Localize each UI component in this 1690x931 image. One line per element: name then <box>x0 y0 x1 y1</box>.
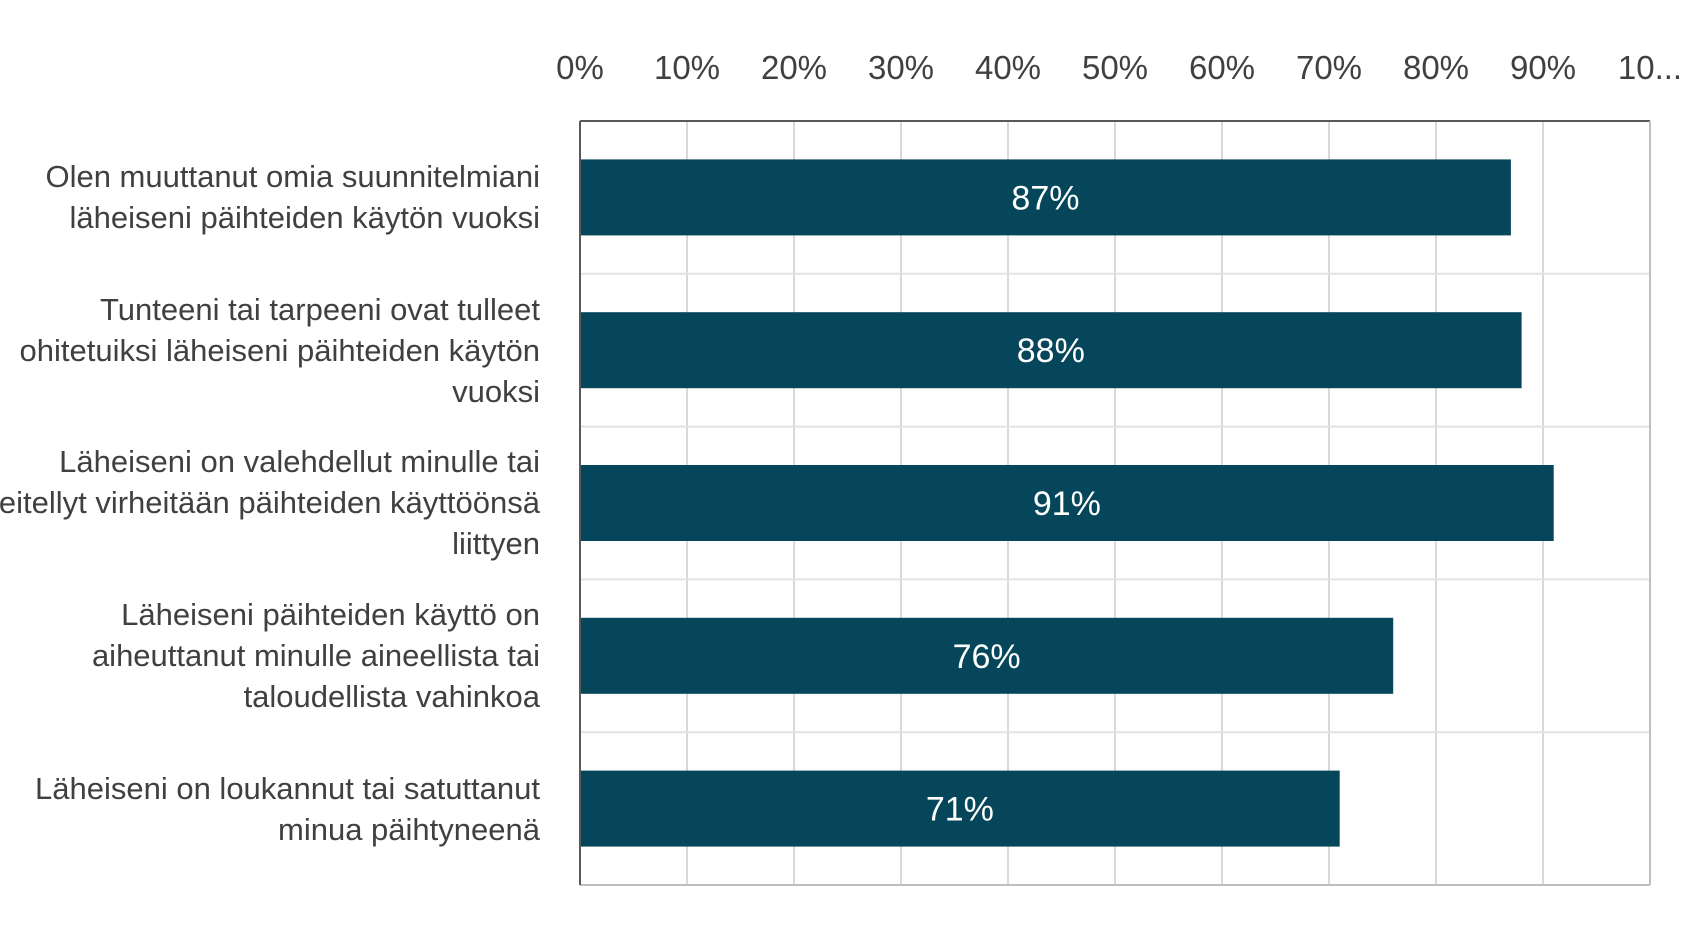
data-label: 76% <box>953 638 1021 676</box>
x-tick-label: 0% <box>556 49 604 86</box>
x-tick-label: 10... <box>1618 49 1682 86</box>
x-tick-label: 40% <box>975 49 1041 86</box>
x-tick-label: 50% <box>1082 49 1148 86</box>
data-label: 87% <box>1011 179 1079 217</box>
bar <box>581 465 1554 541</box>
data-label: 71% <box>926 791 994 829</box>
x-tick-label: 80% <box>1403 49 1469 86</box>
data-label: 91% <box>1033 485 1101 523</box>
bar <box>581 770 1340 847</box>
data-label: 88% <box>1017 332 1085 370</box>
bar <box>581 617 1394 694</box>
category-label: Olen muuttanut omia suunnitelmiani lähei… <box>45 159 540 236</box>
bar <box>581 159 1511 236</box>
category-label: Läheiseni päihteiden käyttö on aiheuttan… <box>91 597 540 715</box>
category-label: Läheiseni on valehdellut minulle tai pei… <box>0 444 540 562</box>
category-label: Tunteeni tai tarpeeni ovat tulleet ohite… <box>19 291 540 409</box>
x-tick-label: 60% <box>1189 49 1255 86</box>
bar <box>581 312 1522 389</box>
category-label: Läheiseni on loukannut tai satuttanut mi… <box>35 770 540 847</box>
x-tick-label: 20% <box>761 49 827 86</box>
x-tick-label: 10% <box>654 49 720 86</box>
x-tick-label: 30% <box>868 49 934 86</box>
x-tick-label: 70% <box>1296 49 1362 86</box>
x-tick-label: 90% <box>1510 49 1576 86</box>
